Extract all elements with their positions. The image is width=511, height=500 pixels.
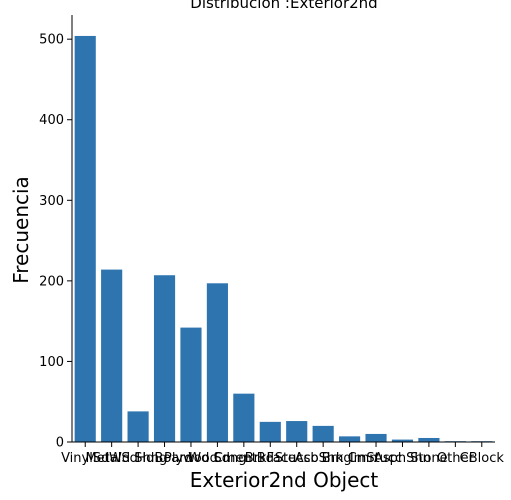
bar-2 xyxy=(127,411,149,442)
y-axis: 0 100 200 300 400 500 xyxy=(39,15,73,451)
x-tick-label: HdBoard xyxy=(136,451,192,466)
x-tick-label: CmentBd xyxy=(214,451,274,466)
y-axis-title: Frecuencia xyxy=(9,176,33,284)
bar-3 xyxy=(153,275,176,442)
y-tick-label: 400 xyxy=(39,113,64,128)
y-tick-label: 100 xyxy=(39,355,64,370)
x-tick-label: AsbShng xyxy=(295,451,352,466)
x-tick-label: Plywood xyxy=(164,451,218,466)
bar-10 xyxy=(339,436,361,442)
x-tick-label: Wd Sdng xyxy=(188,451,246,466)
chart-title: Distribución :Exterior2nd xyxy=(190,0,377,12)
x-tick-label: CBlock xyxy=(460,451,505,466)
bar-12 xyxy=(391,439,414,442)
x-tick-label: Wd Shng xyxy=(109,451,167,466)
x-tick-label: Stone xyxy=(410,451,448,466)
x-tick-label: VinylSd xyxy=(61,451,109,466)
bar-9 xyxy=(312,425,334,442)
bar-1 xyxy=(101,269,123,442)
bar-11 xyxy=(365,433,387,442)
bar-5 xyxy=(206,283,228,442)
bar-13 xyxy=(418,437,440,442)
x-axis-title: Exterior2nd Object xyxy=(190,468,379,492)
bar-7 xyxy=(259,421,281,442)
y-tick-label: 200 xyxy=(39,274,64,289)
x-tick-label: Other xyxy=(437,451,475,466)
y-tick-label: 500 xyxy=(39,33,64,48)
bars-group xyxy=(74,35,493,442)
x-tick-label: ImStucc xyxy=(350,451,402,466)
bar-6 xyxy=(233,393,255,442)
x-tick-label: MetalSd xyxy=(85,451,137,466)
bar-4 xyxy=(180,327,202,442)
bar-0 xyxy=(74,35,96,442)
x-tick-label: Brk Cmn xyxy=(322,451,378,466)
bar-8 xyxy=(286,421,308,442)
y-tick-label: 300 xyxy=(39,194,64,209)
x-tick-label: BrkFace xyxy=(245,451,296,466)
x-tick-label: AsphShn xyxy=(374,451,431,466)
x-tick-label: Stucco xyxy=(275,451,319,466)
y-tick-label: 0 xyxy=(56,436,64,451)
